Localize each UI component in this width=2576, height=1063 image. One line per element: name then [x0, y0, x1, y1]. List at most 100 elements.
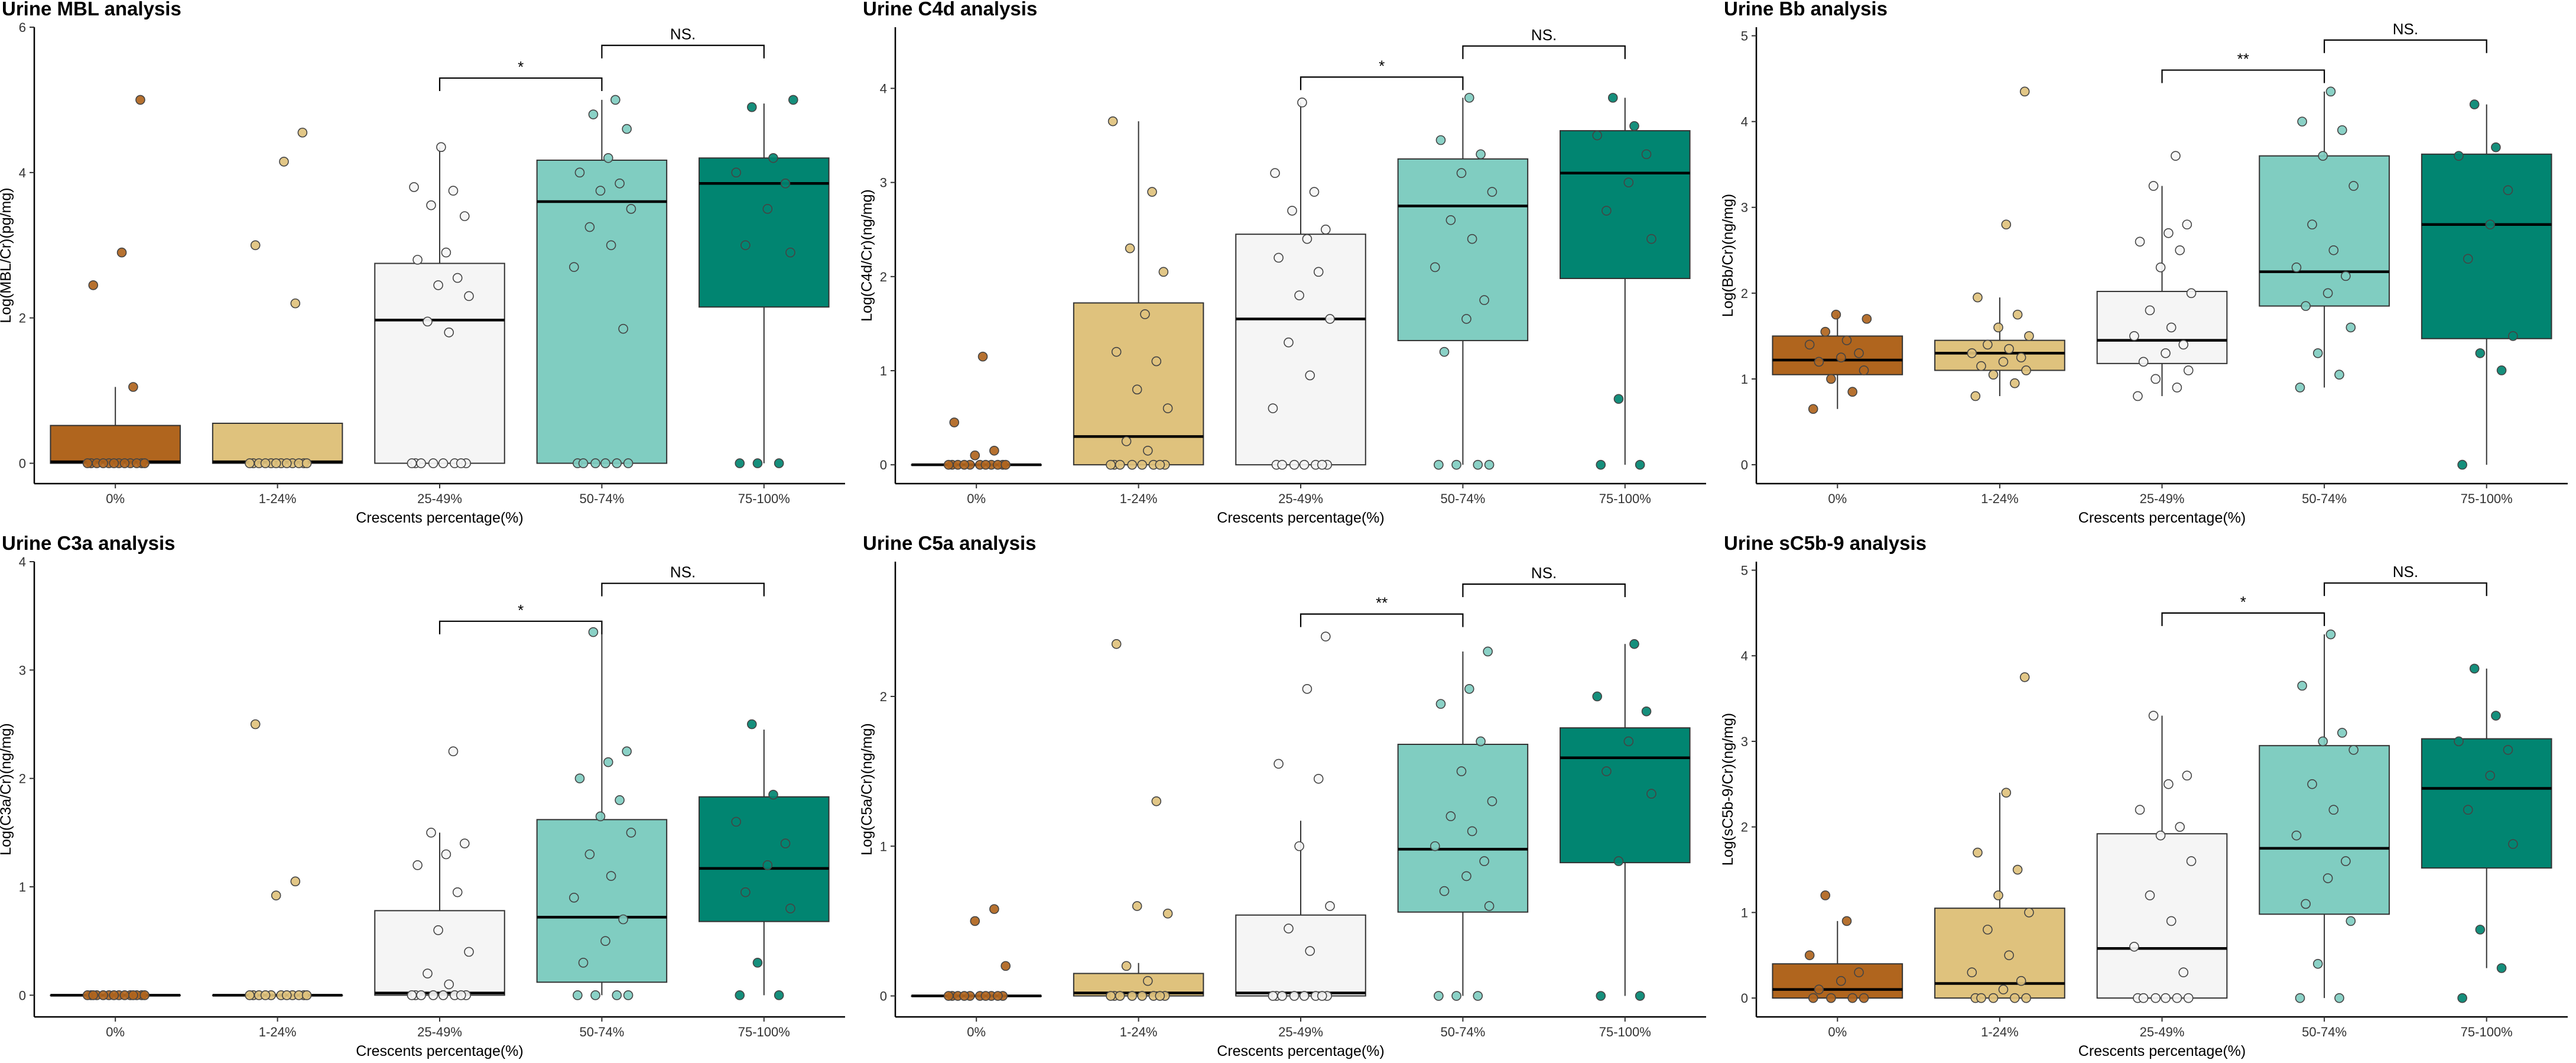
data-point [1317, 991, 1327, 1001]
data-point [116, 247, 127, 258]
data-point [2004, 343, 2014, 354]
data-point [119, 458, 130, 468]
box-75-100% [2421, 104, 2552, 465]
box-25-49% [2096, 186, 2228, 396]
data-point [752, 458, 763, 468]
significance-label: NS. [2393, 563, 2418, 581]
data-point [438, 990, 449, 1000]
data-point [1826, 374, 1836, 384]
data-point [1162, 403, 1173, 413]
data-point [1294, 290, 1304, 300]
data-point [2322, 288, 2333, 299]
data-point [412, 860, 423, 870]
data-point [2148, 181, 2159, 191]
x-tick-label: 75-100% [2461, 491, 2513, 506]
data-point [2457, 459, 2467, 470]
data-point [2016, 352, 2026, 362]
y-tick-label: 1 [19, 880, 26, 895]
data-point [1111, 346, 1122, 357]
x-tick-label: 0% [106, 491, 125, 506]
box-75-100% [1560, 98, 1691, 465]
panel-title: Urine C3a analysis [2, 532, 176, 554]
data-point [2148, 711, 2159, 721]
data-point [1000, 961, 1011, 971]
data-point [735, 458, 745, 468]
data-point [2172, 383, 2182, 393]
data-point [1284, 923, 1294, 934]
data-point [2135, 805, 2145, 815]
data-point [456, 458, 466, 468]
data-point [2133, 391, 2143, 401]
box-1-24% [212, 422, 343, 464]
y-axis-label: Log(C5a/Cr)(ng/mg) [859, 723, 875, 855]
data-point [612, 458, 622, 468]
data-point [412, 255, 423, 265]
x-tick-label: 0% [967, 491, 986, 506]
data-point [82, 458, 93, 468]
x-tick-label: 50-74% [2302, 1025, 2347, 1039]
data-point [1317, 459, 1327, 470]
box-75-100% [699, 730, 830, 996]
data-point [584, 222, 595, 232]
x-tick-label: 75-100% [2461, 1025, 2513, 1039]
data-point [1983, 925, 1993, 935]
data-point [980, 991, 991, 1001]
data-point [1464, 683, 1474, 694]
y-tick-label: 4 [1741, 115, 1748, 129]
data-point [1484, 459, 1495, 470]
data-point [301, 458, 312, 468]
panel-title: Urine C5a analysis [863, 532, 1037, 554]
data-point [2307, 219, 2317, 230]
y-tick-label: 3 [19, 663, 26, 678]
data-point [740, 887, 751, 897]
box-body [536, 159, 668, 464]
data-point [618, 914, 628, 925]
data-point [2334, 370, 2344, 380]
data-point [2021, 993, 2031, 1003]
data-point [1646, 234, 1656, 244]
data-point [2001, 787, 2012, 798]
data-point [1430, 262, 1440, 273]
data-point [2297, 116, 2307, 127]
x-tick-label: 50-74% [1440, 491, 1485, 506]
y-tick-label: 0 [1741, 458, 1748, 472]
x-tick-label: 0% [1828, 1025, 1847, 1039]
x-axis-label: Crescents percentage(%) [1217, 510, 1384, 526]
x-tick-label: 75-100% [1599, 1025, 1651, 1039]
data-point [788, 95, 798, 105]
data-point [1127, 991, 1138, 1001]
significance-bracket [1462, 45, 1626, 59]
data-point [428, 458, 438, 468]
data-point [1325, 314, 1335, 324]
data-point [1325, 901, 1335, 911]
data-point [1596, 991, 1606, 1001]
box-1-24% [1934, 792, 2065, 999]
data-point [573, 990, 583, 1000]
data-point [1602, 766, 1612, 776]
data-point [595, 811, 606, 822]
data-point [612, 990, 622, 1000]
box-body [2096, 833, 2228, 999]
data-point [752, 958, 763, 968]
data-point [1151, 356, 1162, 367]
data-point [1467, 826, 1477, 837]
data-point [1487, 187, 1497, 197]
x-tick-label: 75-100% [738, 1025, 790, 1039]
data-point [1445, 215, 1456, 225]
data-point [1804, 339, 1815, 350]
significance-bracket [438, 620, 603, 634]
x-tick-label: 25-49% [1278, 491, 1323, 506]
data-point [1294, 841, 1304, 851]
box-body [1235, 234, 1366, 466]
data-point [1859, 365, 1869, 375]
data-point [2496, 365, 2507, 375]
panel-title: Urine C4d analysis [863, 0, 1037, 20]
data-point [88, 990, 99, 1000]
significance-label: NS. [670, 563, 696, 581]
x-tick-label: 50-74% [579, 491, 624, 506]
y-tick-label: 0 [880, 989, 887, 1004]
data-point [1309, 187, 1320, 197]
data-point [1836, 976, 1846, 986]
data-point [1106, 991, 1116, 1001]
data-point [615, 178, 625, 189]
